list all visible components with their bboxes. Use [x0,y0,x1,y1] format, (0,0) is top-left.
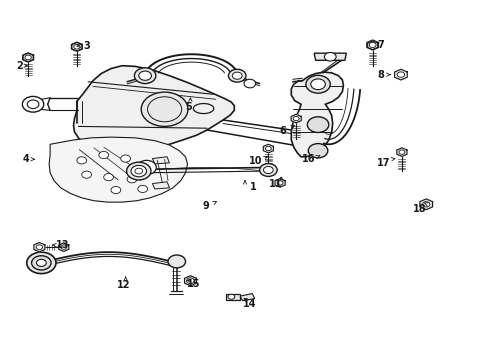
Circle shape [36,259,46,266]
Circle shape [135,168,143,174]
Polygon shape [49,137,188,202]
Text: 8: 8 [377,69,384,80]
Text: 1: 1 [250,182,257,192]
Polygon shape [263,144,273,153]
Circle shape [244,79,256,88]
Text: 5: 5 [186,102,193,112]
Circle shape [31,256,51,270]
Polygon shape [394,69,407,80]
Polygon shape [72,42,82,51]
Circle shape [228,294,235,299]
Text: 7: 7 [377,40,384,50]
Circle shape [370,43,375,48]
Polygon shape [185,276,196,286]
Circle shape [399,150,405,154]
Circle shape [266,147,271,151]
Circle shape [121,155,130,162]
Circle shape [308,144,328,158]
Polygon shape [367,40,379,50]
Polygon shape [397,148,407,157]
Polygon shape [152,157,170,164]
Text: 6: 6 [280,126,286,136]
Circle shape [306,75,330,93]
Text: 9: 9 [203,201,209,211]
Text: 15: 15 [187,279,200,289]
Circle shape [397,72,405,77]
Text: 4: 4 [23,154,29,164]
Text: 11: 11 [269,179,282,189]
Text: 18: 18 [413,203,426,213]
Circle shape [36,245,43,249]
Text: 16: 16 [301,154,315,164]
Text: 2: 2 [17,61,24,71]
Text: 10: 10 [249,157,263,166]
Polygon shape [226,294,240,300]
Polygon shape [291,114,301,123]
Circle shape [187,278,194,283]
Circle shape [111,186,121,194]
Circle shape [369,42,376,48]
Polygon shape [152,182,170,189]
Circle shape [311,79,325,90]
Circle shape [61,245,67,249]
Circle shape [264,166,273,174]
Circle shape [141,92,188,126]
Text: 13: 13 [55,240,69,250]
Polygon shape [72,42,82,51]
Circle shape [99,152,109,158]
Polygon shape [275,179,285,187]
Circle shape [27,252,56,274]
Circle shape [27,100,39,109]
Circle shape [74,45,80,49]
Circle shape [293,116,299,121]
Circle shape [260,163,277,176]
Circle shape [131,165,147,177]
Polygon shape [368,41,378,50]
Circle shape [277,181,283,185]
Circle shape [324,53,336,61]
Polygon shape [314,53,346,60]
Polygon shape [59,243,69,251]
Circle shape [138,185,147,193]
Circle shape [127,176,137,183]
Polygon shape [23,53,34,62]
Circle shape [134,68,156,84]
Circle shape [77,157,87,164]
Circle shape [147,97,182,122]
Polygon shape [23,53,33,62]
Polygon shape [291,72,343,157]
Circle shape [307,117,329,132]
Text: 17: 17 [377,158,391,168]
Circle shape [23,96,44,112]
Circle shape [232,72,242,79]
Text: 12: 12 [118,280,131,291]
Circle shape [168,255,186,268]
Circle shape [139,71,151,80]
Circle shape [137,160,156,175]
Polygon shape [74,66,234,152]
Polygon shape [420,199,433,210]
Circle shape [187,278,195,284]
Text: 14: 14 [243,299,257,309]
Circle shape [126,162,151,180]
Circle shape [82,171,92,178]
Circle shape [25,55,31,60]
Circle shape [104,174,114,181]
Polygon shape [34,243,45,252]
Polygon shape [240,294,255,301]
Circle shape [228,69,246,82]
Circle shape [422,202,430,207]
Circle shape [25,55,31,60]
Circle shape [74,44,80,49]
Text: 3: 3 [83,41,90,51]
